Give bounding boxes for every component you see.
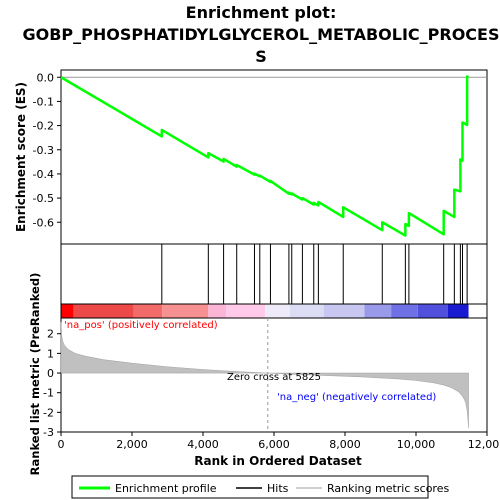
hit-marks [161, 244, 468, 304]
pos-correlated-label: 'na_pos' (positively correlated) [64, 320, 218, 331]
metric-panel: 2 1 0 -1 -2 -3 'na_pos' (positively correlate… [28, 273, 488, 476]
heatmap-segment [162, 304, 209, 318]
x-tick-label: 2,000 [116, 438, 148, 451]
es-y-tick-label: -0.6 [33, 216, 54, 229]
title-line-3: S [255, 47, 267, 66]
heatmap-segment [208, 304, 227, 318]
heatmap-segment [289, 304, 324, 318]
heatmap-segment [73, 304, 134, 318]
x-tick-label: 4,000 [187, 438, 219, 451]
es-y-axis-label: Enrichment score (ES) [14, 82, 28, 232]
title-line-2: GOBP_PHOSPHATIDYLGLYCEROL_METABOLIC_PROC… [23, 25, 500, 44]
hits-panel [60, 243, 488, 305]
x-tick-label: 10,000 [397, 438, 436, 451]
heatmap-segment [364, 304, 392, 318]
es-y-tick-label: -0.5 [33, 192, 54, 205]
title-line-1: Enrichment plot: [186, 3, 337, 22]
metric-y-tick-label: 0 [47, 367, 54, 380]
x-axis-label: Rank in Ordered Dataset [194, 454, 362, 468]
es-y-tick-label: -0.4 [33, 168, 54, 181]
es-y-tick-label: -0.2 [33, 120, 54, 133]
x-axis-ticks: 0 2,000 4,000 6,000 8,000 10,000 12,000 [58, 432, 500, 451]
heatmap-segment [133, 304, 163, 318]
x-tick-label: 8,000 [329, 438, 361, 451]
heatmap-segment [265, 304, 290, 318]
heatmap-segment [417, 304, 448, 318]
x-tick-label: 12,000 [468, 438, 500, 451]
ranking-metric-area-path [60, 321, 469, 429]
enrichment-profile-line [60, 75, 470, 237]
legend: Enrichment profile Hits Ranking metric s… [71, 475, 449, 499]
es-y-tick-label: -0.1 [33, 95, 54, 108]
metric-y-tick-label: -3 [43, 426, 54, 439]
es-panel: 0.0 -0.1 -0.2 -0.3 -0.4 -0.5 -0.6 Enrichment s… [14, 69, 488, 245]
legend-metric-label: Ranking metric scores [327, 482, 449, 495]
es-y-tick-label: -0.3 [33, 144, 54, 157]
x-tick-label: 6,000 [258, 438, 290, 451]
metric-y-ticks: 2 1 0 -1 -2 -3 [43, 328, 61, 439]
zero-cross-label: Zero cross at 5825 [227, 372, 321, 383]
es-y-tick-label: 0.0 [37, 71, 55, 84]
heatmap-segment [323, 304, 365, 318]
rank-heatmap-bar [60, 303, 488, 319]
es-y-ticks: 0.0 -0.1 -0.2 -0.3 -0.4 -0.5 -0.6 [33, 71, 61, 229]
metric-y-tick-label: 1 [47, 347, 54, 360]
x-tick-label: 0 [58, 438, 65, 451]
legend-enrichment-label: Enrichment profile [115, 482, 217, 495]
enrichment-profile-polyline [60, 75, 470, 237]
heatmap-segment [61, 304, 74, 318]
hits-panel-frame [60, 243, 488, 305]
heatmap-segment [226, 304, 266, 318]
heatmap-segments [61, 304, 469, 318]
metric-y-tick-label: -2 [43, 406, 54, 419]
neg-correlated-label: 'na_neg' (negatively correlated) [277, 392, 436, 403]
metric-y-tick-label: -1 [43, 387, 54, 400]
heatmap-segment [391, 304, 418, 318]
legend-hits-label: Hits [267, 482, 289, 495]
heatmap-segment [447, 304, 469, 318]
metric-y-axis-label: Ranked list metric (PreRanked) [28, 273, 42, 476]
legend-frame [71, 475, 429, 499]
metric-y-tick-label: 2 [47, 328, 54, 341]
chart-title: Enrichment plot: GOBP_PHOSPHATIDYLGLYCER… [23, 3, 500, 66]
ranking-metric-area [60, 321, 469, 429]
es-panel-frame [60, 69, 488, 245]
